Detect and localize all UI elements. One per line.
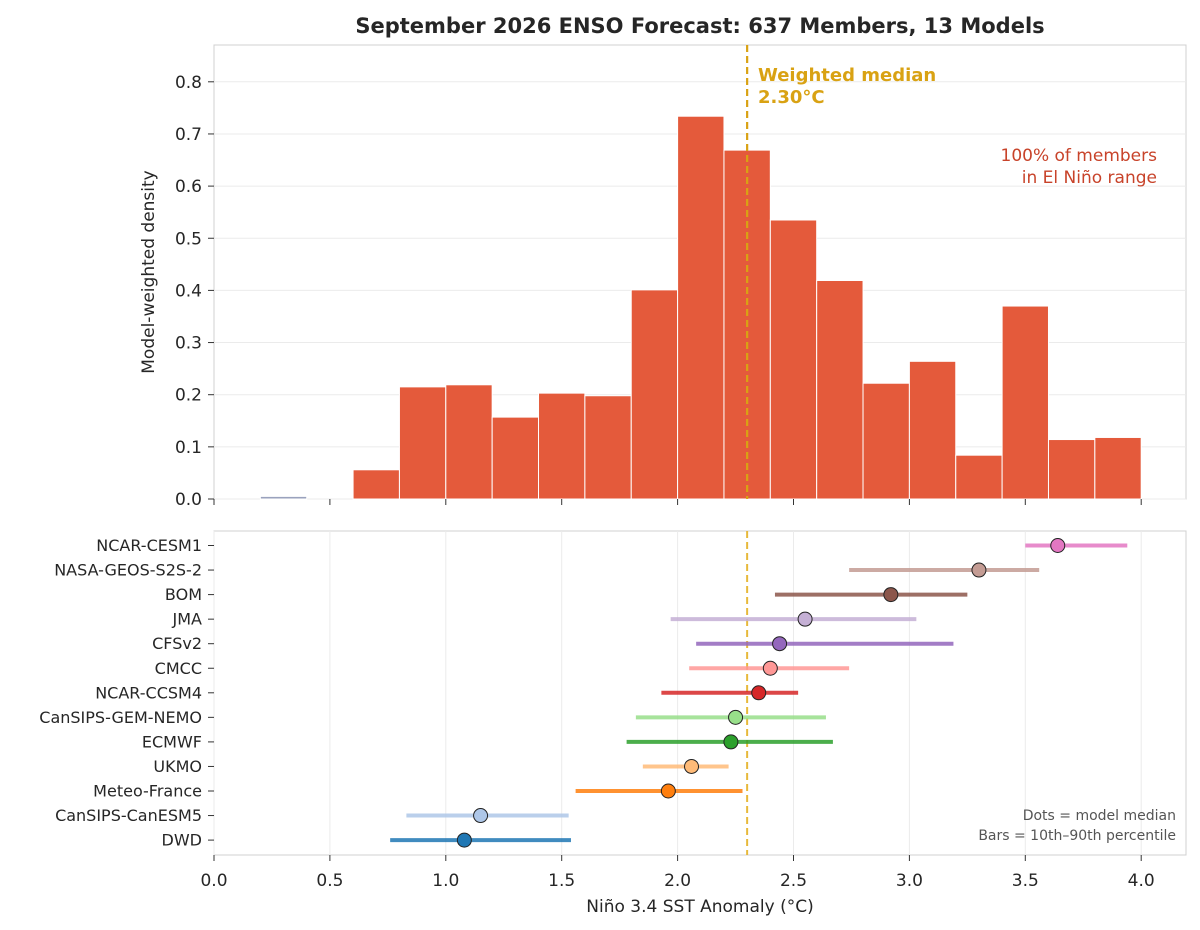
model-median-dot bbox=[660, 783, 676, 799]
model-median-dot bbox=[772, 636, 788, 652]
histogram-bar bbox=[352, 469, 400, 500]
model-ranges: NCAR-CESM1 NASA-GEOS-S2S-2 BOM JMA CFSv2 CMCC… bbox=[39, 536, 1128, 850]
model-median-dot bbox=[684, 758, 700, 774]
model-label: Meteo-France bbox=[93, 782, 202, 801]
x-tick-label: 0.0 bbox=[200, 871, 227, 891]
model-median-dot bbox=[473, 808, 489, 824]
model-row: BOM bbox=[165, 585, 968, 604]
model-range-panel: NCAR-CESM1 NASA-GEOS-S2S-2 BOM JMA CFSv2 CMCC… bbox=[39, 530, 1187, 917]
histogram-bar bbox=[816, 279, 864, 500]
model-row: CanSIPS-GEM-NEMO bbox=[39, 708, 826, 727]
x-tick-label: 1.0 bbox=[432, 871, 459, 891]
chart-title: September 2026 ENSO Forecast: 637 Member… bbox=[355, 14, 1044, 38]
el-nino-share-line1: 100% of members bbox=[1001, 146, 1158, 166]
model-row: NCAR-CCSM4 bbox=[95, 683, 799, 702]
histogram-bar bbox=[630, 289, 679, 500]
histogram-bar bbox=[769, 219, 818, 500]
median-label-line2: 2.30°C bbox=[758, 87, 825, 108]
histogram-bar bbox=[491, 416, 540, 500]
histogram-bar bbox=[862, 382, 910, 500]
model-label: JMA bbox=[172, 610, 203, 629]
x-tick-label: 0.5 bbox=[316, 871, 343, 891]
histogram-bar bbox=[1094, 436, 1142, 500]
y-tick-label: 0.2 bbox=[175, 386, 202, 406]
x-tick-label: 4.0 bbox=[1128, 871, 1155, 891]
model-row: UKMO bbox=[153, 757, 729, 776]
model-label: NCAR-CCSM4 bbox=[95, 683, 202, 702]
model-row: JMA bbox=[172, 610, 917, 629]
x-tick-label: 2.5 bbox=[780, 871, 807, 891]
histogram-bar bbox=[584, 395, 632, 500]
legend-note-dots: Dots = model median bbox=[1023, 808, 1176, 824]
model-label: CMCC bbox=[155, 659, 202, 678]
model-row: ECMWF bbox=[142, 732, 833, 751]
model-label: DWD bbox=[162, 831, 202, 850]
el-nino-share-line2: in El Niño range bbox=[1022, 168, 1157, 188]
model-median-dot bbox=[883, 587, 899, 603]
model-row: NCAR-CESM1 bbox=[96, 536, 1128, 555]
model-label: UKMO bbox=[153, 757, 202, 776]
model-row: CFSv2 bbox=[152, 634, 954, 653]
model-x-ticks: 0.0 0.5 1.0 1.5 2.0 2.5 3.0 3.5 4.0 bbox=[200, 855, 1155, 891]
x-tick-label: 2.0 bbox=[664, 871, 691, 891]
legend-note-bars: Bars = 10th–90th percentile bbox=[978, 828, 1176, 844]
histogram-bar bbox=[538, 392, 586, 500]
model-median-dot bbox=[728, 709, 744, 725]
histogram-bar bbox=[1047, 439, 1096, 500]
model-median-dot bbox=[762, 660, 778, 676]
model-median-dot bbox=[456, 832, 472, 848]
model-label: NCAR-CESM1 bbox=[96, 536, 202, 555]
y-tick-label: 0.4 bbox=[175, 281, 202, 301]
model-row: CMCC bbox=[155, 659, 850, 678]
histogram-bar bbox=[259, 495, 308, 500]
model-median-dot bbox=[1050, 538, 1066, 553]
histogram-x-ticks bbox=[213, 499, 1142, 505]
histogram-y-ticks: 0.0 0.1 0.2 0.3 0.4 0.5 0.6 0.7 0.8 bbox=[175, 73, 214, 510]
model-label: BOM bbox=[165, 585, 202, 604]
model-median-dot bbox=[797, 611, 813, 627]
histogram-panel: 0.0 0.1 0.2 0.3 0.4 0.5 0.6 0.7 0.8 Model-weight… bbox=[139, 44, 1187, 510]
model-label: CFSv2 bbox=[152, 634, 202, 653]
histogram-bar bbox=[955, 454, 1003, 500]
histogram-bar bbox=[677, 115, 725, 500]
model-row: DWD bbox=[162, 831, 571, 850]
model-label: CanSIPS-GEM-NEMO bbox=[39, 708, 202, 727]
x-tick-label: 3.0 bbox=[896, 871, 923, 891]
model-median-dot bbox=[723, 734, 739, 750]
model-row: Meteo-France bbox=[93, 782, 743, 801]
x-axis-label: Niño 3.4 SST Anomaly (°C) bbox=[586, 897, 813, 917]
x-tick-label: 3.5 bbox=[1012, 871, 1039, 891]
model-median-dot bbox=[751, 685, 767, 701]
model-median-dot bbox=[971, 562, 987, 578]
y-tick-label: 0.5 bbox=[175, 229, 202, 249]
model-label: NASA-GEOS-S2S-2 bbox=[54, 561, 202, 580]
histogram-bar bbox=[908, 360, 957, 500]
x-tick-label: 1.5 bbox=[548, 871, 575, 891]
model-label: ECMWF bbox=[142, 732, 202, 751]
histogram-bar bbox=[1001, 305, 1049, 500]
median-label-line1: Weighted median bbox=[758, 65, 936, 86]
histogram-bars bbox=[259, 115, 1142, 500]
y-axis-label: Model-weighted density bbox=[139, 170, 159, 373]
model-row: NASA-GEOS-S2S-2 bbox=[54, 561, 1040, 580]
y-tick-label: 0.3 bbox=[175, 334, 202, 354]
y-tick-label: 0.6 bbox=[175, 177, 202, 197]
histogram-bar bbox=[398, 386, 447, 500]
histogram-bar bbox=[445, 384, 493, 500]
model-row: CanSIPS-CanESM5 bbox=[55, 806, 569, 825]
y-tick-label: 0.0 bbox=[175, 490, 202, 510]
y-tick-label: 0.1 bbox=[175, 438, 202, 458]
y-tick-label: 0.7 bbox=[175, 125, 202, 145]
model-label: CanSIPS-CanESM5 bbox=[55, 806, 202, 825]
y-tick-label: 0.8 bbox=[175, 73, 202, 93]
